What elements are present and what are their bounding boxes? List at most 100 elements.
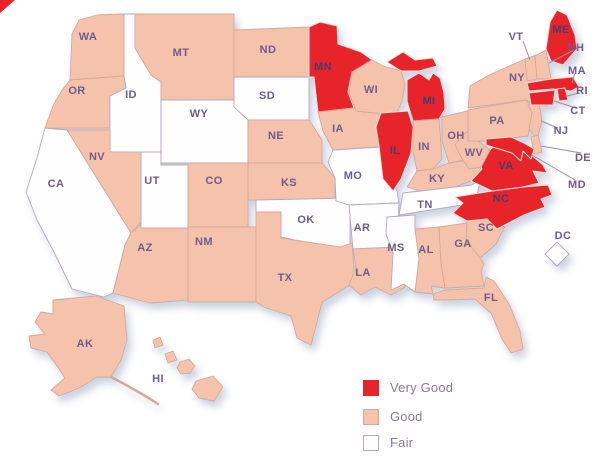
legend-label-good: Good xyxy=(390,409,423,424)
state-label-in: IN xyxy=(418,141,430,153)
state-label-al: AL xyxy=(418,244,433,256)
state-mi xyxy=(406,72,446,122)
state-label-oh: OH xyxy=(447,130,464,142)
callout-label-ct: CT xyxy=(570,105,585,117)
state-label-ca: CA xyxy=(48,178,65,190)
state-ks xyxy=(247,162,336,201)
map-legend: Very Good Good Fair xyxy=(363,379,453,463)
legend-item-very-good: Very Good xyxy=(363,379,453,396)
state-label-pa: PA xyxy=(489,115,504,127)
callout-label-nh: NH xyxy=(568,42,585,54)
state-label-nm: NM xyxy=(195,236,213,248)
state-tn xyxy=(398,177,482,216)
state-label-wi: WI xyxy=(364,84,378,96)
state-label-ks: KS xyxy=(281,177,297,189)
state-label-ga: GA xyxy=(454,238,471,250)
callout-line-md xyxy=(531,154,576,181)
state-co xyxy=(187,162,249,228)
state-hi xyxy=(164,350,178,364)
state-fl xyxy=(432,276,524,354)
state-label-ok: OK xyxy=(297,214,314,226)
state-label-va: VA xyxy=(498,160,513,172)
legend-swatch-fair xyxy=(363,434,379,451)
state-label-ms: MS xyxy=(387,242,404,254)
state-hi xyxy=(152,336,164,349)
state-ne xyxy=(247,119,323,164)
callout-line-ri xyxy=(566,92,581,97)
state-wa xyxy=(69,13,125,81)
state-label-wv: WV xyxy=(465,147,484,159)
state-il xyxy=(375,110,414,192)
state-label-wy: WY xyxy=(190,108,209,120)
state-label-ut: UT xyxy=(144,175,159,187)
state-label-ak: AK xyxy=(77,338,94,350)
state-label-fl: FL xyxy=(484,292,498,304)
state-label-ar: AR xyxy=(354,222,371,234)
legend-label-fair: Fair xyxy=(390,435,414,450)
state-mi xyxy=(386,51,438,72)
state-label-co: CO xyxy=(205,175,222,187)
state-label-il: IL xyxy=(390,145,401,157)
state-label-ne: NE xyxy=(268,130,284,142)
state-label-tn: TN xyxy=(417,199,432,211)
state-label-ia: IA xyxy=(332,123,344,135)
state-label-me: ME xyxy=(552,24,569,36)
state-label-ky: KY xyxy=(429,173,445,185)
state-ri xyxy=(556,87,569,102)
callout-label-ma: MA xyxy=(568,65,586,77)
callout-line-ct xyxy=(553,100,577,109)
alaska-peninsula-arc xyxy=(109,375,160,406)
state-label-dc: DC xyxy=(555,230,572,242)
state-label-nc: NC xyxy=(493,193,510,205)
state-label-mn: MN xyxy=(314,61,332,73)
state-dc xyxy=(544,241,570,267)
callout-label-de: DE xyxy=(575,152,591,164)
legend-swatch-very-good xyxy=(363,379,379,396)
state-tx xyxy=(255,211,355,346)
callout-line-vt xyxy=(522,40,531,61)
state-ia xyxy=(317,107,386,151)
state-ak xyxy=(28,295,128,397)
state-label-tx: TX xyxy=(278,272,293,284)
state-label-sd: SD xyxy=(259,90,275,102)
state-hi xyxy=(176,358,196,375)
state-label-mo: MO xyxy=(344,170,363,182)
callout-line-nj xyxy=(540,120,559,129)
callout-label-nj: NJ xyxy=(554,125,569,137)
state-label-la: LA xyxy=(355,267,370,279)
state-hi xyxy=(191,375,224,402)
state-label-mi: MI xyxy=(422,95,435,107)
state-ct xyxy=(528,89,556,106)
state-label-nv: NV xyxy=(89,151,105,163)
state-wi xyxy=(348,59,406,116)
callout-label-vt: VT xyxy=(509,31,524,43)
legend-label-very-good: Very Good xyxy=(390,380,454,395)
state-label-mt: MT xyxy=(173,47,190,59)
legend-item-fair: Fair xyxy=(363,434,453,451)
state-mt xyxy=(134,13,235,101)
state-label-ny: NY xyxy=(509,72,525,84)
state-me xyxy=(545,9,578,66)
state-label-sc: SC xyxy=(478,222,494,234)
callout-line-de xyxy=(540,145,582,154)
legend-swatch-good xyxy=(363,408,379,425)
top-left-red-triangle-icon xyxy=(0,0,15,13)
state-nj xyxy=(527,102,543,140)
state-label-id: ID xyxy=(125,89,137,101)
state-ma xyxy=(526,76,580,92)
legend-item-good: Good xyxy=(363,408,453,425)
state-label-hi: HI xyxy=(152,373,164,385)
state-label-wa: WA xyxy=(79,31,98,43)
state-label-nd: ND xyxy=(260,44,277,56)
state-label-or: OR xyxy=(68,85,85,97)
state-label-az: AZ xyxy=(137,242,152,254)
callout-line-nh xyxy=(548,49,575,64)
state-nc xyxy=(452,184,553,230)
state-ms xyxy=(385,214,420,293)
callout-label-md: MD xyxy=(568,179,586,191)
callout-label-ri: RI xyxy=(576,85,588,97)
state-md xyxy=(485,136,535,162)
callout-line-ma xyxy=(571,72,576,84)
